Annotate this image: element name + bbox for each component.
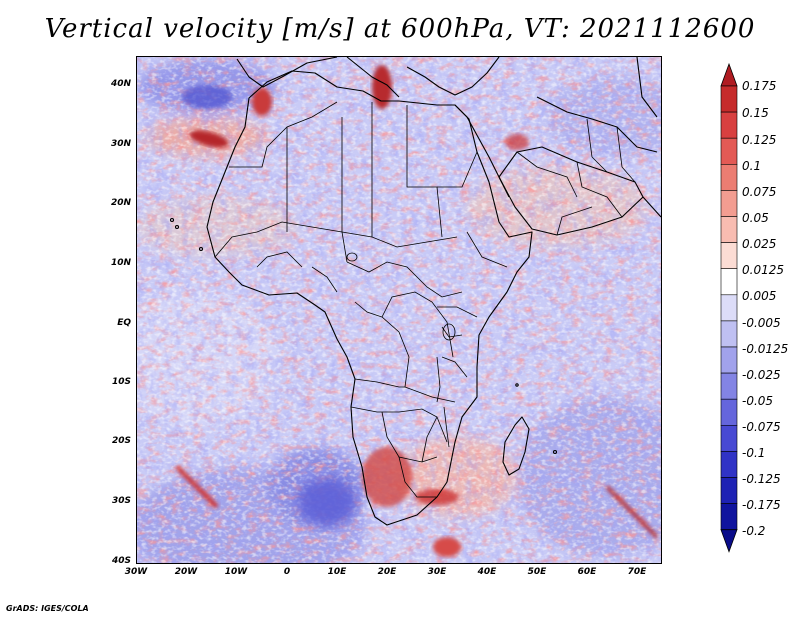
colorbar-label-0p1: 0.1 bbox=[742, 159, 762, 173]
colorbar-swatch bbox=[720, 372, 738, 400]
colorbar-swatch bbox=[720, 294, 738, 322]
colorbar-label-neg-0p0125: -0.0125 bbox=[742, 342, 789, 356]
colorbar-label-0p05: 0.05 bbox=[742, 211, 769, 225]
colorbar-label-neg-0p125: -0.125 bbox=[742, 472, 781, 486]
colorbar bbox=[720, 62, 738, 553]
colorbar-swatch bbox=[720, 346, 738, 374]
colorbar-label-neg-0p005: -0.005 bbox=[742, 316, 781, 330]
lat-label-10n: 10N bbox=[110, 258, 131, 268]
colorbar-label-neg-0p1: -0.1 bbox=[742, 446, 766, 460]
lon-label-30w: 30W bbox=[124, 567, 148, 577]
colorbar-label-neg-0p025: -0.025 bbox=[742, 368, 781, 382]
country-borders bbox=[214, 101, 636, 498]
lakes bbox=[346, 252, 456, 448]
colorbar-swatch bbox=[720, 111, 738, 139]
lon-label-20w: 20W bbox=[174, 567, 198, 577]
lon-label-50e: 50E bbox=[527, 567, 547, 577]
colorbar-label-neg-0p175: -0.175 bbox=[742, 498, 781, 512]
lon-label-70e: 70E bbox=[627, 567, 647, 577]
lat-label-eq: EQ bbox=[117, 318, 131, 328]
colorbar-swatch bbox=[720, 137, 738, 165]
colorbar-swatch bbox=[720, 451, 738, 478]
colorbar-swatches bbox=[720, 62, 738, 553]
lat-label-30n: 30N bbox=[110, 139, 131, 149]
field-strong-features bbox=[175, 65, 659, 557]
coastlines bbox=[169, 57, 661, 526]
lon-label-30e: 30E bbox=[427, 567, 447, 577]
lon-label-10e: 10E bbox=[327, 567, 347, 577]
colorbar-label-0p175: 0.175 bbox=[742, 79, 777, 93]
colorbar-label-0p025: 0.025 bbox=[742, 237, 777, 251]
colorbar-label-0p125: 0.125 bbox=[742, 133, 777, 147]
colorbar-swatch bbox=[720, 242, 738, 270]
colorbar-label-0p075: 0.075 bbox=[742, 185, 777, 199]
lon-label-0: 0 bbox=[283, 567, 291, 577]
lon-label-10w: 10W bbox=[224, 567, 248, 577]
lat-label-20n: 20N bbox=[110, 198, 131, 208]
lon-label-60e: 60E bbox=[577, 567, 597, 577]
colorbar-swatch bbox=[720, 164, 738, 191]
colorbar-label-0p15: 0.15 bbox=[742, 106, 769, 120]
colorbar-label-neg-0p075: -0.075 bbox=[742, 420, 781, 434]
map-title: Vertical velocity [m/s] at 600hPa, VT: 2… bbox=[44, 14, 756, 44]
colorbar-min-arrow bbox=[720, 529, 738, 553]
colorbar-swatch bbox=[720, 398, 738, 426]
lat-label-10s: 10S bbox=[111, 377, 131, 387]
colorbar-swatch bbox=[720, 424, 738, 452]
lat-label-40n: 40N bbox=[110, 79, 131, 89]
colorbar-max-arrow bbox=[720, 62, 738, 87]
colorbar-label-0p0125: 0.0125 bbox=[742, 263, 784, 277]
colorbar-label-neg-0p05: -0.05 bbox=[742, 394, 774, 408]
grads-credit: GrADS: IGES/COLA bbox=[6, 604, 89, 613]
colorbar-swatch bbox=[720, 190, 738, 217]
colorbar-swatch bbox=[720, 268, 738, 296]
colorbar-label-0p005: 0.005 bbox=[742, 289, 777, 303]
lon-label-40e: 40E bbox=[477, 567, 497, 577]
map-plot-area bbox=[136, 56, 662, 564]
colorbar-swatch bbox=[720, 216, 738, 243]
colorbar-swatch bbox=[720, 503, 738, 531]
colorbar-swatch bbox=[720, 477, 738, 504]
colorbar-label-neg-0p2: -0.2 bbox=[742, 524, 766, 538]
colorbar-swatch bbox=[720, 85, 738, 113]
lon-label-20e: 20E bbox=[377, 567, 397, 577]
lat-label-40s: 40S bbox=[111, 556, 131, 566]
lat-label-30s: 30S bbox=[111, 496, 131, 506]
colorbar-swatch bbox=[720, 320, 738, 348]
lat-label-20s: 20S bbox=[111, 436, 131, 446]
